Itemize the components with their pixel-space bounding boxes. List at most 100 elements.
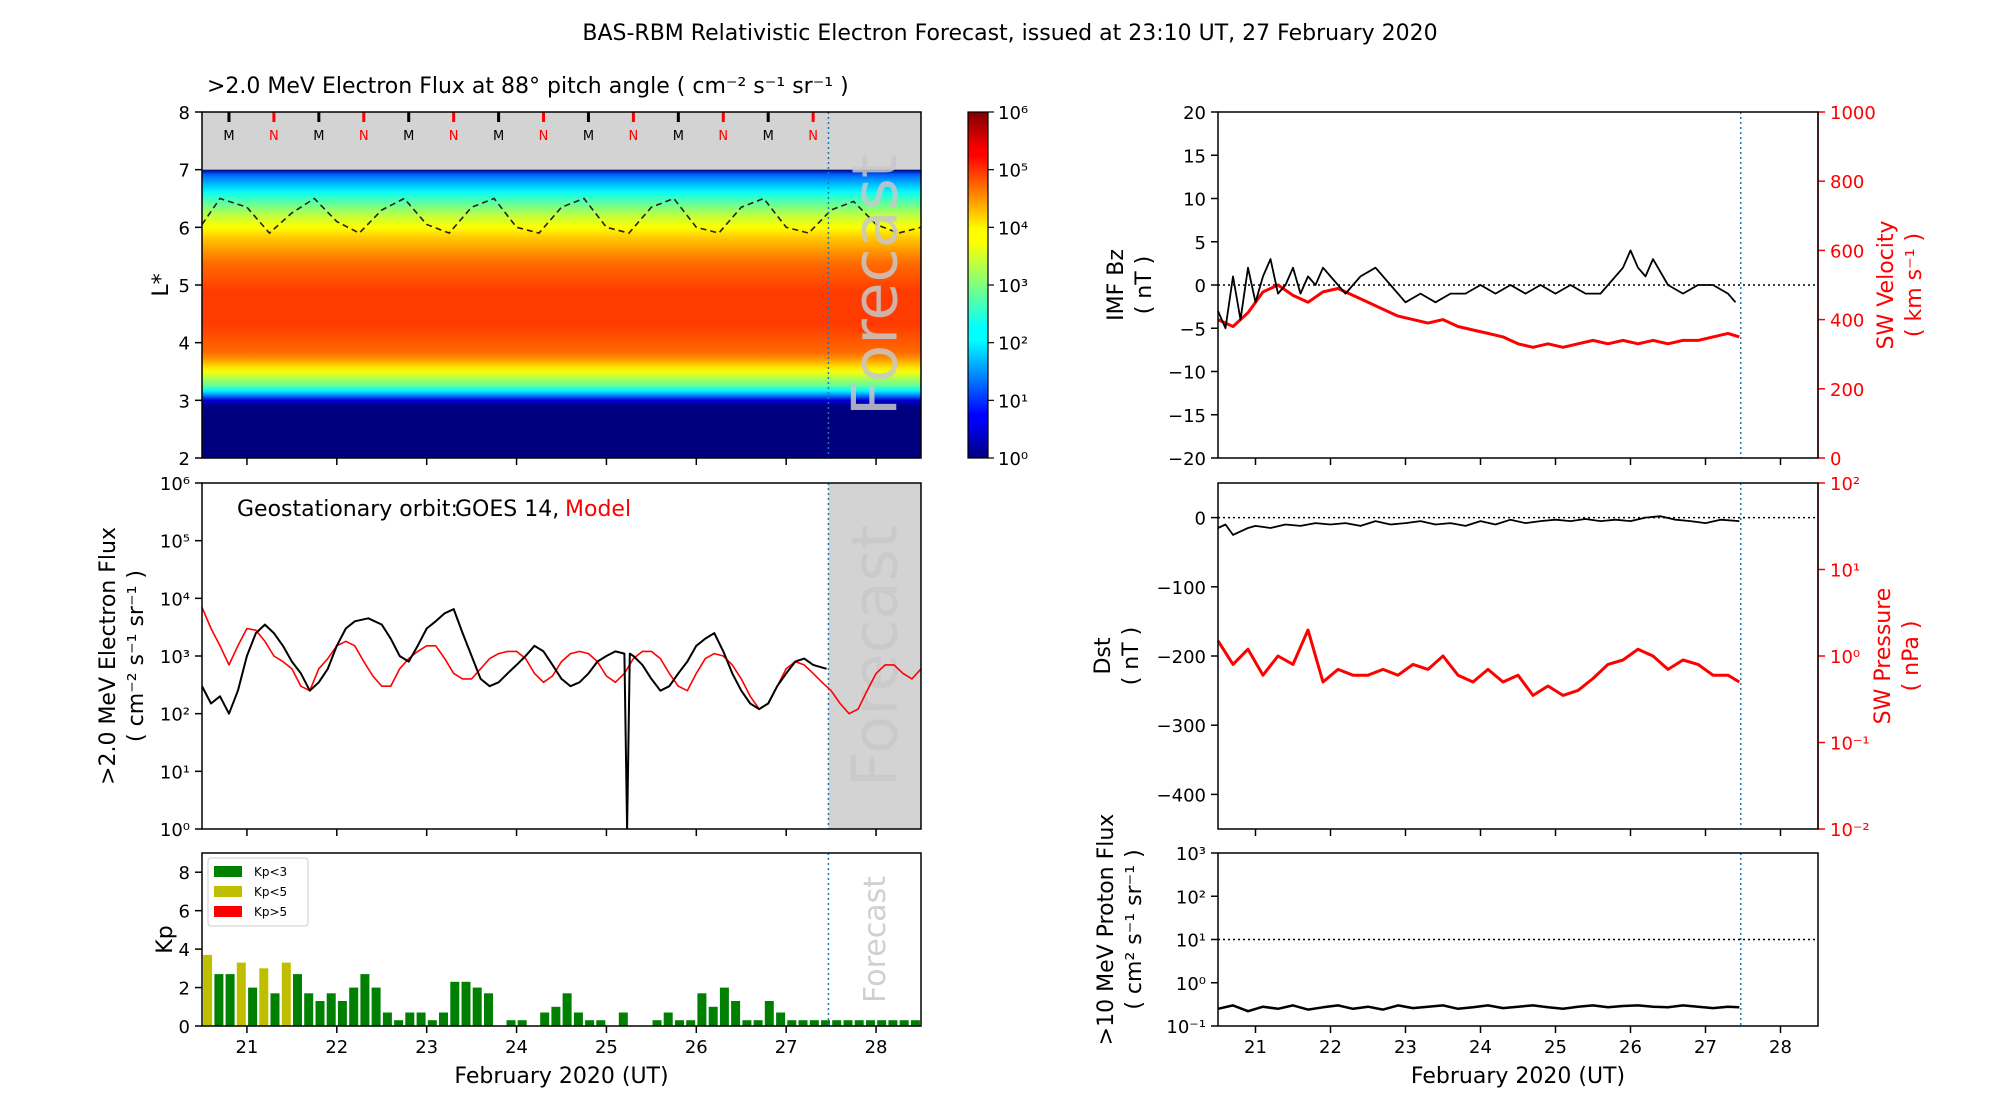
proton-xtick: 21 22 23 24 25 26 27 28 (1244, 1026, 1792, 1058)
kp-bars (203, 954, 920, 1026)
geo-flux-series (202, 606, 921, 829)
kp-bar (236, 962, 246, 1026)
kp-bar (585, 1020, 595, 1026)
flux-map-ytick-label: 6 (179, 218, 190, 239)
dst-ytick-label: −400 (1157, 785, 1206, 806)
imf-ylabel-line: IMF Bz (1104, 249, 1129, 321)
kp-bar (596, 1020, 606, 1026)
flux-map-ylabel: L* (149, 273, 174, 296)
series-goes-14 (202, 608, 827, 829)
figure-title: BAS-RBM Relativistic Electron Forecast, … (582, 21, 1437, 46)
kp-bar (663, 1012, 673, 1026)
imf-sw-frame (1217, 111, 1819, 459)
imf-ytick-label: 10 (1183, 190, 1206, 211)
mn-marker-label: N (449, 129, 459, 144)
kp-bar (843, 1020, 853, 1026)
kp-bar (697, 993, 707, 1026)
series-proton-flux (1217, 1004, 1740, 1013)
mn-marker-label: M (493, 129, 504, 144)
kp-ytick-label: 8 (179, 863, 190, 884)
geo-flux-ytick-label: 10⁵ (160, 532, 190, 553)
kp-bar (809, 1020, 819, 1026)
kp-bar (910, 1020, 920, 1026)
sw-velocity-ytick-label: 800 (1830, 172, 1864, 193)
imf-ylabel: IMF Bz( nT ) (1104, 249, 1157, 321)
imf-sw-panel: −20−15−10−50510152002004006008001000IMF … (1104, 103, 1927, 470)
sw-velocity-ylabel-line: SW Velocity (1874, 220, 1899, 349)
kp-bar (888, 1020, 898, 1026)
forecast-region (828, 483, 921, 829)
kp-xtick: 21 22 23 24 25 26 27 28 (235, 1026, 888, 1058)
kp-legend-swatch (214, 906, 242, 917)
kp-bar (349, 987, 359, 1026)
kp-bar (618, 1012, 628, 1026)
kp-bar (551, 1006, 561, 1026)
flux-map-ytick-label: 3 (179, 391, 190, 412)
proton-xtick-label: 22 (1319, 1037, 1342, 1058)
kp-bar (899, 1020, 909, 1026)
dst-ylabel-line: Dst (1091, 637, 1116, 674)
kp-bar (360, 974, 370, 1026)
sw-velocity-ylabel-line: ( km s⁻¹ ) (1902, 233, 1927, 337)
kp-bar (461, 981, 471, 1026)
flux-heatmap-panel: Forecast M N M N M N M N M N M N M N 2 3 4 5 6 7 8 >2.0 MeV El… (149, 74, 1028, 470)
kp-frame (201, 852, 922, 1027)
kp-bar (776, 1012, 786, 1026)
series-model (202, 606, 921, 715)
kp-legend-label: Kp>5 (254, 905, 287, 919)
kp-bar (866, 1020, 875, 1026)
kp-xtick-label: 23 (415, 1037, 438, 1058)
kp-xtick-label: 26 (685, 1037, 708, 1058)
kp-bar (371, 987, 381, 1026)
imf-ytick-label: 0 (1195, 276, 1206, 297)
proton-xtick-label: 23 (1394, 1037, 1417, 1058)
kp-bar (719, 987, 729, 1026)
kp-ylabel: Kp (153, 925, 178, 953)
series-sw-velocity (1217, 283, 1740, 349)
kp-legend-swatch (214, 866, 242, 877)
proton-ylabel-line: >10 MeV Proton Flux (1094, 814, 1119, 1046)
colorbar-tick-label: 10¹ (998, 391, 1028, 412)
geo-flux-ytick: 10⁰ 10¹ 10² 10³ 10⁴ 10⁵ 10⁶ (160, 474, 202, 841)
kp-bar (562, 993, 572, 1026)
mn-marker-label: N (629, 129, 639, 144)
flux-map-ytick-label: 4 (179, 334, 190, 355)
proton-ylabel-line: ( cm² s⁻¹ sr⁻¹ ) (1122, 849, 1147, 1009)
colorbar-tick-label: 10⁵ (998, 161, 1028, 182)
kp-bar (416, 1012, 426, 1026)
pressure-ytick-label: 10² (1830, 474, 1860, 495)
proton-ylabel: >10 MeV Proton Flux( cm² s⁻¹ sr⁻¹ ) (1094, 814, 1147, 1046)
proton-ytick: 10⁻¹ 10⁰ 10¹ 10² 10³ (1166, 844, 1218, 1038)
flux-map-ytick-label: 2 (179, 449, 190, 470)
imf-ytick-label: −20 (1168, 449, 1206, 470)
kp-bar (472, 987, 482, 1026)
mn-marker-label: M (313, 129, 324, 144)
kp-bar (742, 1020, 752, 1026)
colorbar-tick-label: 10⁰ (998, 449, 1028, 470)
sw-velocity-ytick: 0 200 400 600 800 1000 (1818, 103, 1876, 470)
kp-bar (337, 1001, 347, 1026)
kp-bar (832, 1020, 842, 1026)
geo-legend-title: Geostationary orbit: (237, 497, 458, 522)
legend-goes-14: GOES 14, (455, 497, 559, 522)
geo-flux-ytick-label: 10⁰ (160, 820, 190, 841)
pressure-ytick-label: 10⁻² (1830, 820, 1870, 841)
colorbar-tick-label: 10³ (998, 276, 1028, 297)
geo-flux-ylabel-line: >2.0 MeV Electron Flux (96, 527, 121, 785)
kp-bar (731, 1001, 741, 1026)
kp-bar (484, 993, 493, 1026)
colorbar-tick-label: 10² (998, 334, 1028, 355)
kp-ytick-label: 6 (179, 902, 190, 923)
series-imf-bz (1217, 249, 1737, 330)
kp-xlabel: February 2020 (UT) (454, 1064, 668, 1089)
imf-xtick (1254, 458, 1782, 465)
kp-bar (517, 1020, 527, 1026)
mn-marker-label: M (223, 129, 234, 144)
imf-ytick-label: −5 (1179, 319, 1206, 340)
kp-bar (394, 1020, 404, 1026)
legend-model: Model (565, 497, 631, 522)
sw-velocity-ytick-label: 400 (1830, 311, 1864, 332)
mn-marker-label: M (763, 129, 774, 144)
flux-map-title: >2.0 MeV Electron Flux at 88° pitch angl… (207, 74, 849, 99)
